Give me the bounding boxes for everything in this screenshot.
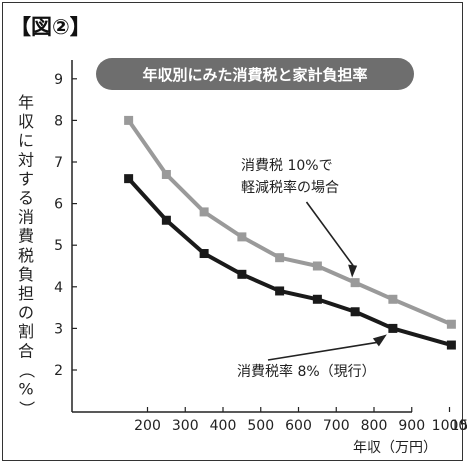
series-1-point — [446, 319, 456, 329]
series-2-arrow-head — [372, 334, 387, 347]
series-1-point — [312, 261, 322, 271]
series-group — [124, 115, 456, 350]
x-tick-label: 500 — [247, 418, 274, 434]
y-label-char: 消 — [18, 208, 34, 227]
y-tick-label: 2 — [54, 363, 63, 379]
series-1-point — [275, 253, 285, 263]
y-label-char: 収 — [18, 112, 34, 131]
series-1-point — [237, 232, 247, 242]
x-tick-label: 400 — [210, 418, 237, 434]
x-tick-label: 200 — [134, 418, 161, 434]
chart-title: 年収別にみた消費税と家計負担率 — [142, 66, 367, 84]
y-label-char: る — [18, 189, 34, 208]
series-2-point — [275, 286, 285, 296]
x-ticks: 200 300 400 500 600 700 800 900 10001500 — [134, 407, 467, 434]
y-label-char: 対 — [18, 150, 34, 169]
series-1-label: 消費税 10%で — [241, 158, 333, 174]
y-label-char: に — [18, 131, 34, 150]
series-1-point — [350, 278, 360, 288]
y-label-char: （ — [17, 362, 36, 378]
series-1-arrow-head — [348, 264, 358, 278]
y-label-char: 割 — [18, 322, 34, 341]
series-2-point — [312, 294, 322, 304]
series-1-point — [124, 115, 134, 125]
series-2-point — [237, 269, 247, 279]
y-label-char: 合 — [18, 341, 34, 360]
y-ticks: 2 3 4 5 6 7 8 9 — [54, 72, 77, 379]
figure-label: 【図②】 — [10, 15, 91, 39]
x-tick-label: 600 — [285, 418, 312, 434]
title-pill — [96, 58, 414, 90]
y-tick-label: 9 — [54, 72, 63, 88]
y-label-char: す — [18, 169, 34, 188]
y-tick-label: 8 — [54, 113, 63, 129]
series-2-arrow-shaft — [267, 341, 378, 361]
y-tick-label: 3 — [54, 321, 63, 337]
series-1-arrow-shaft — [305, 201, 354, 267]
y-label-char: の — [18, 303, 34, 322]
series-2-point — [124, 174, 134, 184]
y-label-char: 負 — [18, 265, 34, 284]
y-label-char: 担 — [18, 284, 34, 303]
x-tick-label: 300 — [172, 418, 199, 434]
series-2-point — [446, 340, 456, 350]
series-1-point — [161, 169, 171, 179]
series-2-point — [388, 323, 398, 333]
y-tick-label: 6 — [54, 197, 63, 213]
y-label-char: % — [18, 380, 33, 399]
x-tick-label: 800 — [361, 418, 388, 434]
x-tick-label: 1000 — [432, 418, 467, 434]
y-label-char: 費 — [18, 227, 34, 246]
series-2-point — [350, 307, 360, 317]
x-axis-label: 年収（万円） — [353, 440, 437, 456]
y-tick-label: 5 — [54, 238, 63, 254]
y-label-char: 年 — [18, 93, 34, 112]
series-1-point — [388, 294, 398, 304]
x-tick-label: 1500 — [451, 418, 467, 434]
y-label-char: ） — [17, 401, 36, 417]
series-2-point — [161, 215, 171, 225]
series-1-point — [199, 207, 209, 217]
x-tick-label: 900 — [398, 418, 425, 434]
series-1-label: 軽減税率の場合 — [241, 179, 339, 196]
series-2-point — [199, 249, 209, 259]
series-2-label: 消費税率 8%（現行） — [237, 363, 376, 380]
x-tick-label: 700 — [323, 418, 350, 434]
y-label-char: 税 — [18, 246, 34, 265]
y-tick-label: 7 — [54, 155, 63, 171]
y-tick-label: 4 — [54, 280, 63, 296]
